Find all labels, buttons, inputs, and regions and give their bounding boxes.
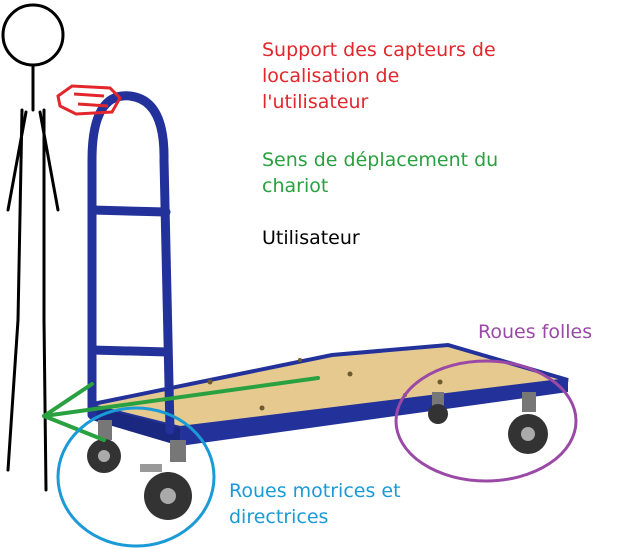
direction-label: Sens de déplacement du chariot: [262, 147, 498, 199]
drive-wheels-label: Roues motrices et directrices: [229, 478, 401, 530]
caster-wheels-label: Roues folles: [478, 319, 592, 345]
stick-figure-user-icon: [1, 3, 65, 492]
sensor-support-marker: [56, 84, 122, 116]
sensor-support-label-line-1: Support des capteurs de: [262, 39, 496, 61]
trolley-deck-side: [180, 380, 568, 446]
sensor-support-label: Support des capteurs de localisation de …: [262, 37, 496, 115]
user-label: Utilisateur: [262, 225, 360, 251]
drive-wheels-label-line-2: directrices: [229, 506, 329, 528]
sensor-support-label-line-3: l'utilisateur: [262, 91, 369, 113]
caster-wheels-label-line-1: Roues folles: [478, 321, 593, 343]
direction-label-line-1: Sens de déplacement du: [262, 149, 499, 171]
caster-wheel-assembly: [428, 392, 548, 454]
direction-label-line-2: chariot: [262, 175, 329, 197]
direction-arrow-icon: [42, 376, 320, 442]
sensor-support-label-line-2: localisation de: [262, 65, 400, 87]
user-label-line-1: Utilisateur: [262, 227, 360, 249]
drive-wheels-highlight: [56, 406, 216, 548]
drive-wheel-assembly: [87, 420, 192, 520]
drive-wheels-label-line-1: Roues motrices et: [229, 480, 401, 502]
caster-wheels-highlight: [394, 359, 578, 483]
